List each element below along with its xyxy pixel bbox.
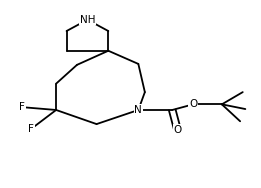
Text: O: O [189,99,197,109]
Text: F: F [28,124,34,134]
Text: N: N [134,105,142,115]
Text: NH: NH [80,15,95,25]
Text: F: F [19,102,25,112]
Text: O: O [173,125,182,135]
